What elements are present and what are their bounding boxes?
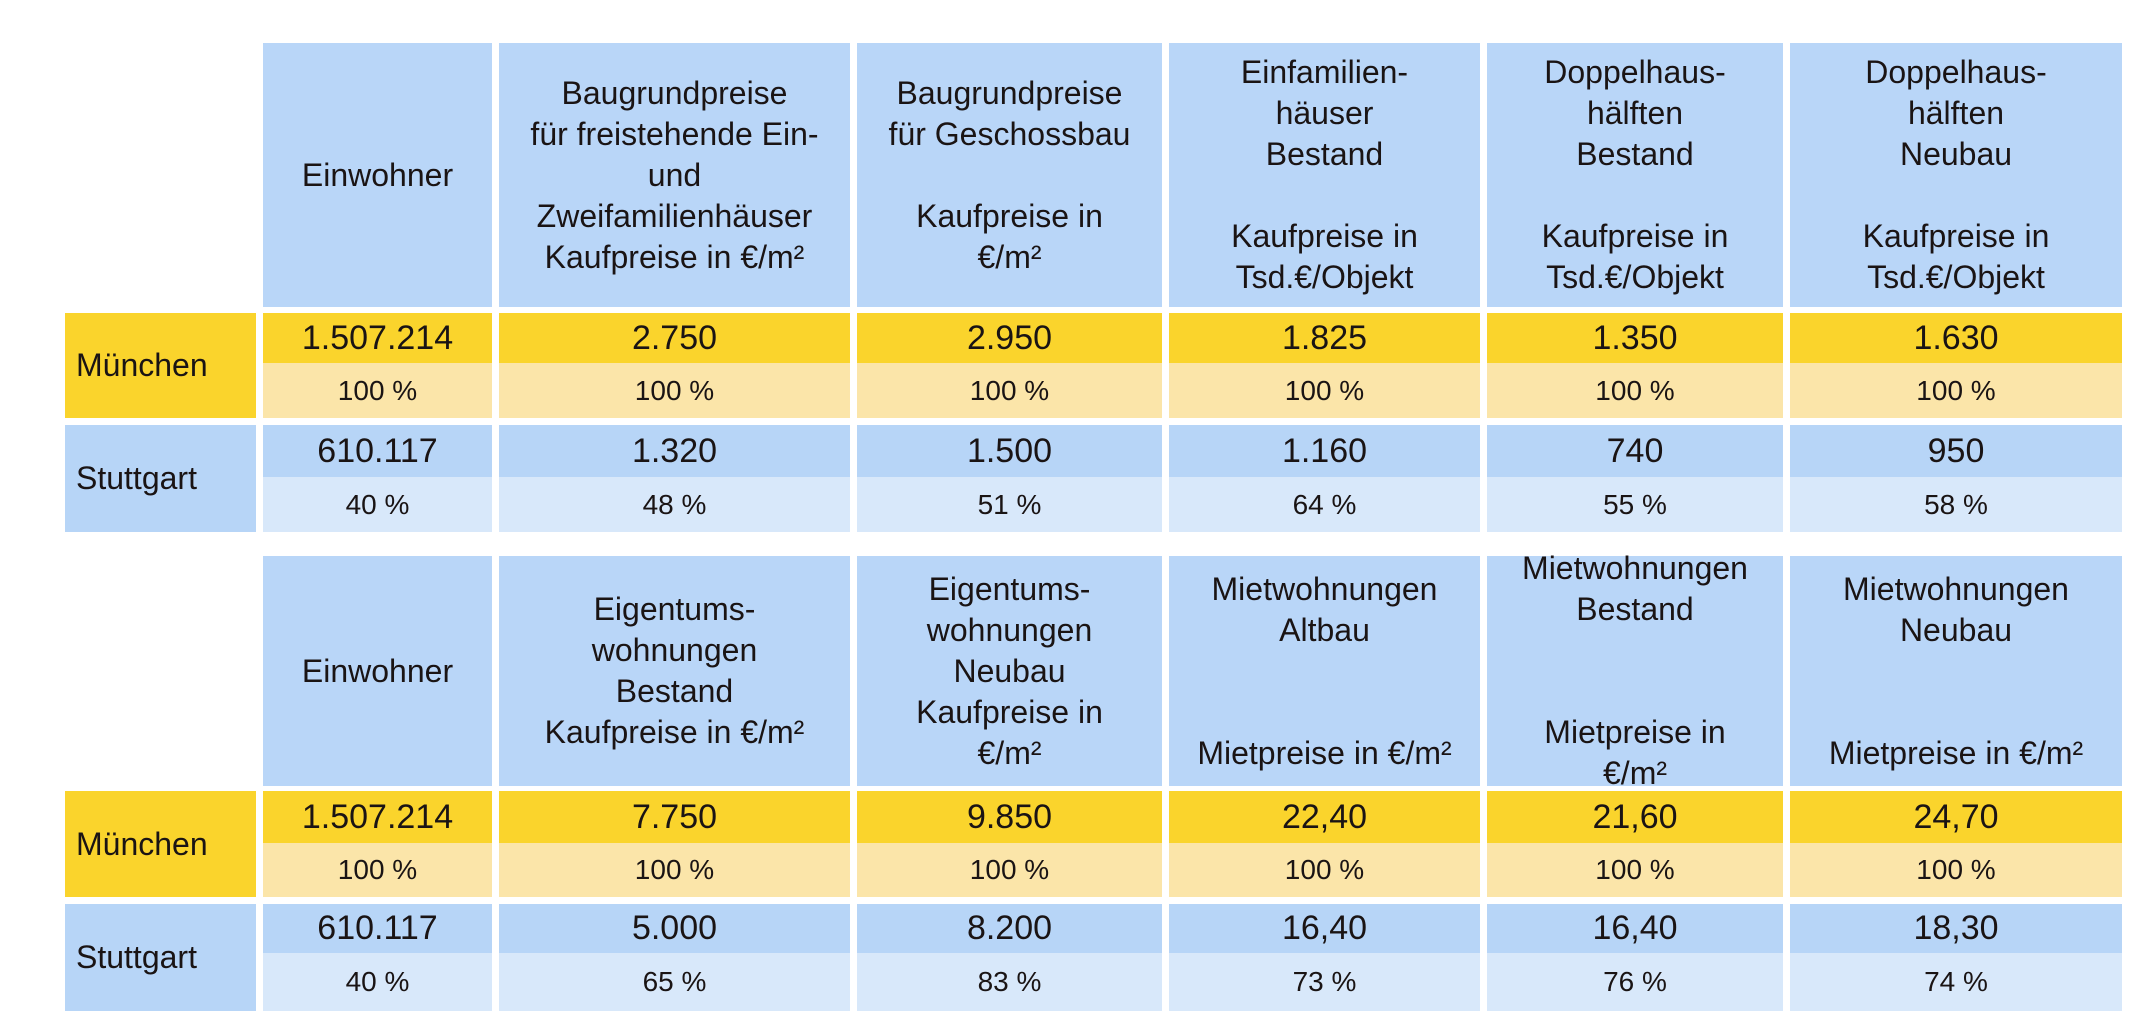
table-cell-value: 1.630	[1790, 313, 2122, 363]
header-miete-neubau: Mietwohnungen Neubau Mietpreise in €/m²	[1790, 556, 2122, 786]
table-cell-percent: 40 %	[263, 477, 492, 532]
table-cell-percent: 100 %	[1790, 843, 2122, 897]
table-cell-value: 18,30	[1790, 904, 2122, 953]
header-efh-bestand: Einfamilien- häuser Bestand Kaufpreise i…	[1169, 43, 1480, 307]
table-cell-percent: 83 %	[857, 953, 1162, 1011]
table-cell-percent: 55 %	[1487, 477, 1783, 532]
header-etw-neubau: Eigentums- wohnungen Neubau Kaufpreise i…	[857, 556, 1162, 786]
table-cell-value: 950	[1790, 425, 2122, 477]
header-dhh-neubau: Doppelhaus- hälften Neubau Kaufpreise in…	[1790, 43, 2122, 307]
table-cell-percent: 100 %	[1169, 843, 1480, 897]
table-cell-value: 1.500	[857, 425, 1162, 477]
table-cell-value: 16,40	[1169, 904, 1480, 953]
table-cell-value: 9.850	[857, 791, 1162, 843]
header-baugrund-efh-zfh: Baugrundpreise für freistehende Ein- und…	[499, 43, 850, 307]
table-cell-value: 2.950	[857, 313, 1162, 363]
table-cell-percent: 100 %	[499, 363, 850, 418]
table-cell-percent: 40 %	[263, 953, 492, 1011]
table-cell-percent: 100 %	[1169, 363, 1480, 418]
table-cell-percent: 64 %	[1169, 477, 1480, 532]
table-cell-percent: 65 %	[499, 953, 850, 1011]
header-miete-altbau: Mietwohnungen Altbau Mietpreise in €/m²	[1169, 556, 1480, 786]
header-einwohner: Einwohner	[263, 43, 492, 307]
table-corner	[65, 43, 256, 307]
table-cell-value: 1.825	[1169, 313, 1480, 363]
table-cell-value: 610.117	[263, 425, 492, 477]
table-cell-value: 16,40	[1487, 904, 1783, 953]
table-cell-value: 7.750	[499, 791, 850, 843]
header-etw-bestand: Eigentums- wohnungen Bestand Kaufpreise …	[499, 556, 850, 786]
row-label-muenchen: München	[65, 313, 256, 418]
table-cell-percent: 76 %	[1487, 953, 1783, 1011]
table-cell-percent: 100 %	[1487, 363, 1783, 418]
table-cell-value: 21,60	[1487, 791, 1783, 843]
header-einwohner: Einwohner	[263, 556, 492, 786]
table-cell-percent: 100 %	[857, 363, 1162, 418]
table-cell-percent: 100 %	[1790, 363, 2122, 418]
table-cell-percent: 74 %	[1790, 953, 2122, 1011]
row-label-stuttgart: Stuttgart	[65, 425, 256, 532]
table-cell-value: 8.200	[857, 904, 1162, 953]
table-cell-value: 22,40	[1169, 791, 1480, 843]
table-cell-percent: 51 %	[857, 477, 1162, 532]
table-cell-value: 1.507.214	[263, 313, 492, 363]
comparison-table-houses-land: Einwohner Baugrundpreise für freistehend…	[65, 43, 2122, 532]
table-cell-value: 1.350	[1487, 313, 1783, 363]
table-cell-value: 740	[1487, 425, 1783, 477]
header-miete-bestand: Mietwohnungen Bestand Mietpreise in €/m²	[1487, 550, 1783, 791]
header-baugrund-geschossbau: Baugrundpreise für Geschossbau Kaufpreis…	[857, 43, 1162, 307]
row-label-stuttgart: Stuttgart	[65, 904, 256, 1011]
table-cell-value: 2.750	[499, 313, 850, 363]
table-cell-value: 1.320	[499, 425, 850, 477]
table-cell-percent: 100 %	[499, 843, 850, 897]
table-corner	[65, 556, 256, 786]
table-cell-percent: 100 %	[263, 363, 492, 418]
table-cell-value: 1.160	[1169, 425, 1480, 477]
table-cell-value: 610.117	[263, 904, 492, 953]
table-cell-percent: 73 %	[1169, 953, 1480, 1011]
table-cell-percent: 100 %	[857, 843, 1162, 897]
table-cell-value: 5.000	[499, 904, 850, 953]
table-cell-percent: 100 %	[1487, 843, 1783, 897]
table-cell-percent: 58 %	[1790, 477, 2122, 532]
comparison-table-apartments: Einwohner Eigentums- wohnungen Bestand K…	[65, 550, 2122, 1011]
table-cell-value: 1.507.214	[263, 791, 492, 843]
header-dhh-bestand: Doppelhaus- hälften Bestand Kaufpreise i…	[1487, 43, 1783, 307]
row-label-muenchen: München	[65, 791, 256, 897]
table-cell-value: 24,70	[1790, 791, 2122, 843]
table-cell-percent: 48 %	[499, 477, 850, 532]
table-cell-percent: 100 %	[263, 843, 492, 897]
